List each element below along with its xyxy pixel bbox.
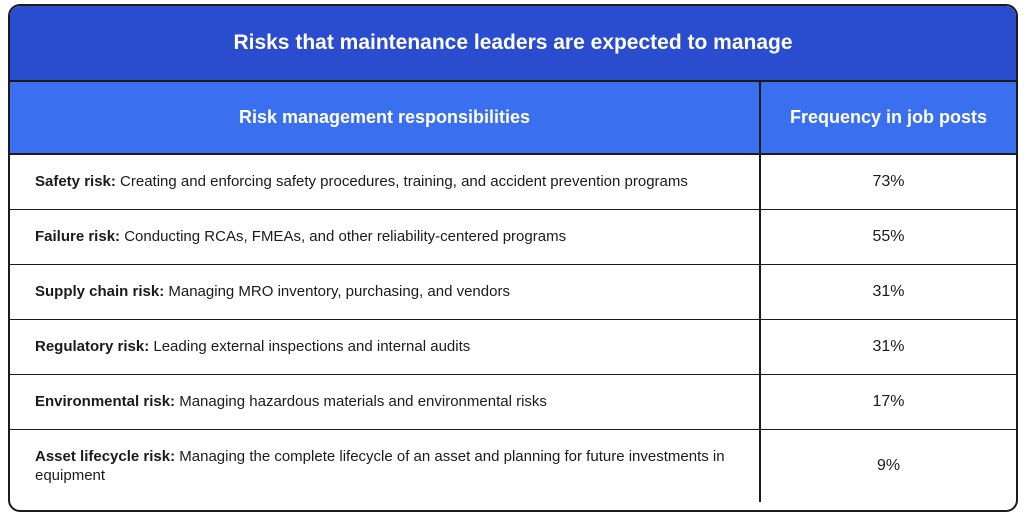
risk-table: Risks that maintenance leaders are expec… <box>8 4 1018 512</box>
frequency-value: 55% <box>760 209 1016 265</box>
row-description-cell: Regulatory risk: Leading external inspec… <box>10 319 761 375</box>
frequency-value: 31% <box>760 264 1016 320</box>
risk-name: Safety risk: <box>35 173 116 191</box>
frequency-value: 17% <box>760 374 1016 430</box>
row-description-cell: Safety risk: Creating and enforcing safe… <box>10 154 761 210</box>
table-row: Safety risk: Creating and enforcing safe… <box>10 154 1016 210</box>
header-row: Risk management responsibilities Frequen… <box>10 82 1016 155</box>
risk-name: Environmental risk: <box>35 393 176 410</box>
risk-description: Managing hazardous materials and environ… <box>179 393 547 410</box>
risk-description: Leading external inspections and interna… <box>153 338 471 355</box>
table-row: Regulatory risk: Leading external inspec… <box>10 319 1016 375</box>
row-description-cell: Supply chain risk: Managing MRO inventor… <box>10 264 761 320</box>
risk-description: Conducting RCAs, FMEAs, and other reliab… <box>124 228 567 245</box>
risk-name: Regulatory risk: <box>35 338 150 355</box>
table-title: Risks that maintenance leaders are expec… <box>10 6 1016 82</box>
table-row: Asset lifecycle risk: Managing the compl… <box>10 429 1016 502</box>
risk-description: Creating and enforcing safety procedures… <box>120 173 688 191</box>
frequency-value: 73% <box>760 154 1016 210</box>
row-description-cell: Asset lifecycle risk: Managing the compl… <box>10 429 761 502</box>
risk-description: Managing the complete lifecycle of an as… <box>35 447 725 484</box>
risk-grid: Risk management responsibilities Frequen… <box>10 82 1016 502</box>
risk-name: Supply chain risk: <box>35 283 165 300</box>
frequency-value: 9% <box>876 456 901 474</box>
risk-name: Failure risk: <box>35 228 121 245</box>
column-header-frequency: Frequency in job posts <box>760 82 1016 155</box>
row-description-cell: Environmental risk: Managing hazardous m… <box>10 374 761 430</box>
column-header-responsibilities: Risk management responsibilities <box>10 82 761 155</box>
risk-name: Asset lifecycle risk: <box>35 447 176 465</box>
table-row: Supply chain risk: Managing MRO inventor… <box>10 264 1016 320</box>
table-row: Failure risk: Conducting RCAs, FMEAs, an… <box>10 209 1016 265</box>
table-row: Environmental risk: Managing hazardous m… <box>10 374 1016 430</box>
frequency-value: 31% <box>760 319 1016 375</box>
risk-description: Managing MRO inventory, purchasing, and … <box>168 283 510 300</box>
row-description-cell: Failure risk: Conducting RCAs, FMEAs, an… <box>10 209 761 265</box>
